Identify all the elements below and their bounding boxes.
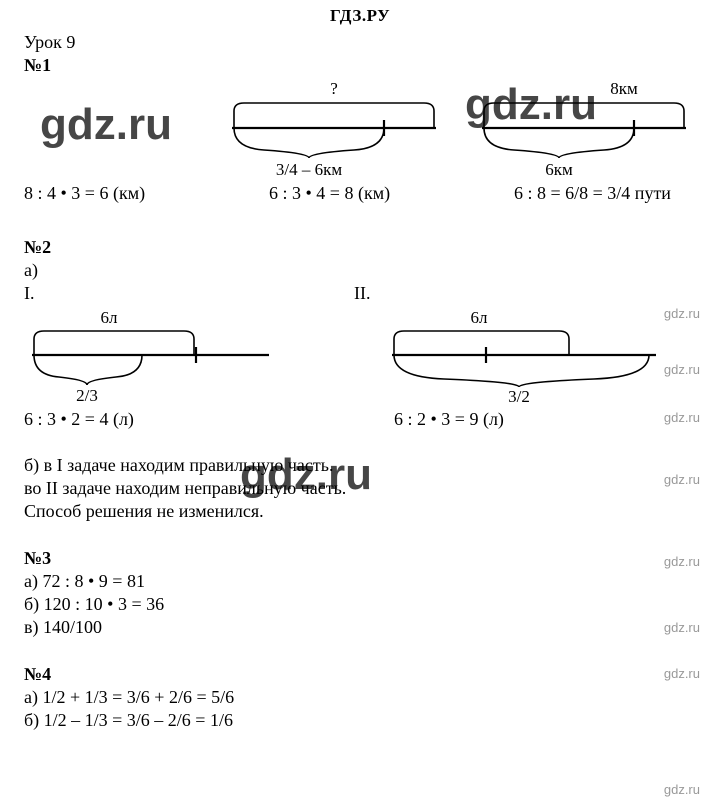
- n2-b2: во II задаче находим неправильную часть.: [24, 478, 696, 499]
- n2-eq1: 6 : 3 • 2 = 4 (л): [24, 409, 134, 430]
- n1-diagA-top-label: ?: [330, 79, 338, 98]
- n4-a: а) 1/2 + 1/3 = 3/6 + 2/6 = 5/6: [24, 687, 696, 708]
- n2-romans: I. II.: [24, 283, 696, 309]
- n1-diagA-bottom-label: 3/4 – 6км: [276, 160, 342, 178]
- lesson-title: Урок 9: [24, 32, 696, 53]
- watermark-small: gdz.ru: [664, 782, 700, 797]
- n1-diagram-b: 8км 6км: [474, 78, 694, 178]
- n2-diagA-top-label: 6л: [101, 309, 119, 327]
- n3-c: в) 140/100: [24, 617, 696, 638]
- n4-title: №4: [24, 664, 696, 685]
- n3-title: №3: [24, 548, 696, 569]
- page-header: ГДЗ.РУ: [0, 0, 720, 26]
- n2-sub-a: а): [24, 260, 696, 281]
- n3-a: а) 72 : 8 • 9 = 81: [24, 571, 696, 592]
- content: Урок 9 №1 ? 3/4 – 6км 8км: [0, 26, 720, 731]
- n2-diagB-top-label: 6л: [471, 309, 489, 327]
- n1-diagB-top-label: 8км: [610, 79, 638, 98]
- n2-b3: Способ решения не изменился.: [24, 501, 696, 522]
- n2-eqs: 6 : 3 • 2 = 4 (л) 6 : 2 • 3 = 9 (л): [24, 409, 696, 435]
- n1-eq3: 6 : 8 = 6/8 = 3/4 пути: [514, 183, 671, 204]
- n1-diagB-bottom-label: 6км: [545, 160, 573, 178]
- n2-eq2: 6 : 2 • 3 = 9 (л): [394, 409, 504, 430]
- n1-title: №1: [24, 55, 696, 76]
- n1-eq1: 8 : 4 • 3 = 6 (км): [24, 183, 145, 204]
- n2-diagA-bottom-label: 2/3: [76, 386, 98, 405]
- n1-eqs: 8 : 4 • 3 = 6 (км) 6 : 3 • 4 = 8 (км) 6 …: [24, 183, 696, 209]
- n2-b1: б) в I задаче находим правильную часть.: [24, 455, 696, 476]
- n1-diagrams: ? 3/4 – 6км 8км 6км: [24, 78, 696, 183]
- n2-diagrams: 6л 2/3 6л 3/2: [24, 309, 696, 409]
- n2-diagram-a: 6л 2/3: [24, 309, 274, 407]
- n2-diagB-bottom-label: 3/2: [508, 387, 530, 406]
- n2-diagram-b: 6л 3/2: [384, 309, 664, 407]
- n2-roman2: II.: [354, 283, 371, 304]
- n4-b: б) 1/2 – 1/3 = 3/6 – 2/6 = 1/6: [24, 710, 696, 731]
- n1-eq2: 6 : 3 • 4 = 8 (км): [269, 183, 390, 204]
- n2-roman1: I.: [24, 283, 35, 304]
- n3-b: б) 120 : 10 • 3 = 36: [24, 594, 696, 615]
- n2-title: №2: [24, 237, 696, 258]
- n1-diagram-a: ? 3/4 – 6км: [224, 78, 444, 178]
